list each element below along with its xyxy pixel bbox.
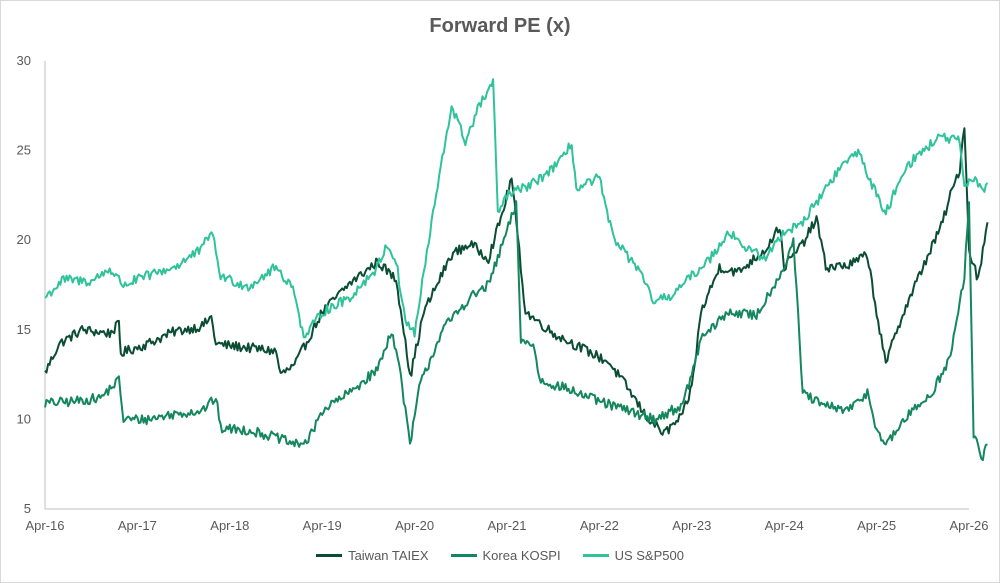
y-tick-label: 10	[17, 411, 31, 426]
x-tick-label: Apr-26	[949, 518, 988, 533]
x-tick-label: Apr-23	[672, 518, 711, 533]
x-tick-label: Apr-24	[765, 518, 804, 533]
y-tick-label: 15	[17, 322, 31, 337]
y-tick-label: 30	[17, 53, 31, 68]
y-tick-label: 25	[17, 143, 31, 158]
x-tick-label: Apr-25	[857, 518, 896, 533]
y-tick-label: 5	[24, 501, 31, 516]
x-tick-label: Apr-21	[487, 518, 526, 533]
legend-label-korea: Korea KOSPI	[482, 548, 561, 563]
x-tick-label: Apr-19	[303, 518, 342, 533]
series-line-3	[44, 78, 989, 339]
chart-legend: Taiwan TAIEX Korea KOSPI US S&P500	[1, 548, 999, 563]
series-group	[44, 78, 989, 462]
legend-item-us: US S&P500	[582, 548, 684, 563]
legend-item-korea: Korea KOSPI	[450, 548, 561, 563]
x-tick-label: Apr-22	[580, 518, 619, 533]
axes-group: 5 10 15 20 25 30 Apr-16 Apr-17 Apr-18 Apr-19 Apr-2…	[17, 53, 989, 533]
series-line-2	[44, 200, 988, 462]
x-tick-label: Apr-16	[25, 518, 64, 533]
x-tick-label: Apr-20	[395, 518, 434, 533]
legend-swatch-taiwan	[316, 554, 343, 557]
chart-title: Forward PE (x)	[429, 15, 571, 37]
legend-swatch-us	[582, 554, 609, 557]
legend-swatch-korea	[450, 554, 477, 557]
y-tick-label: 20	[17, 232, 31, 247]
series-line-1	[44, 127, 989, 436]
legend-label-taiwan: Taiwan TAIEX	[348, 548, 429, 563]
x-tick-label: Apr-17	[118, 518, 157, 533]
legend-item-taiwan: Taiwan TAIEX	[316, 548, 429, 563]
legend-label-us: US S&P500	[614, 548, 684, 563]
x-tick-label: Apr-18	[210, 518, 249, 533]
